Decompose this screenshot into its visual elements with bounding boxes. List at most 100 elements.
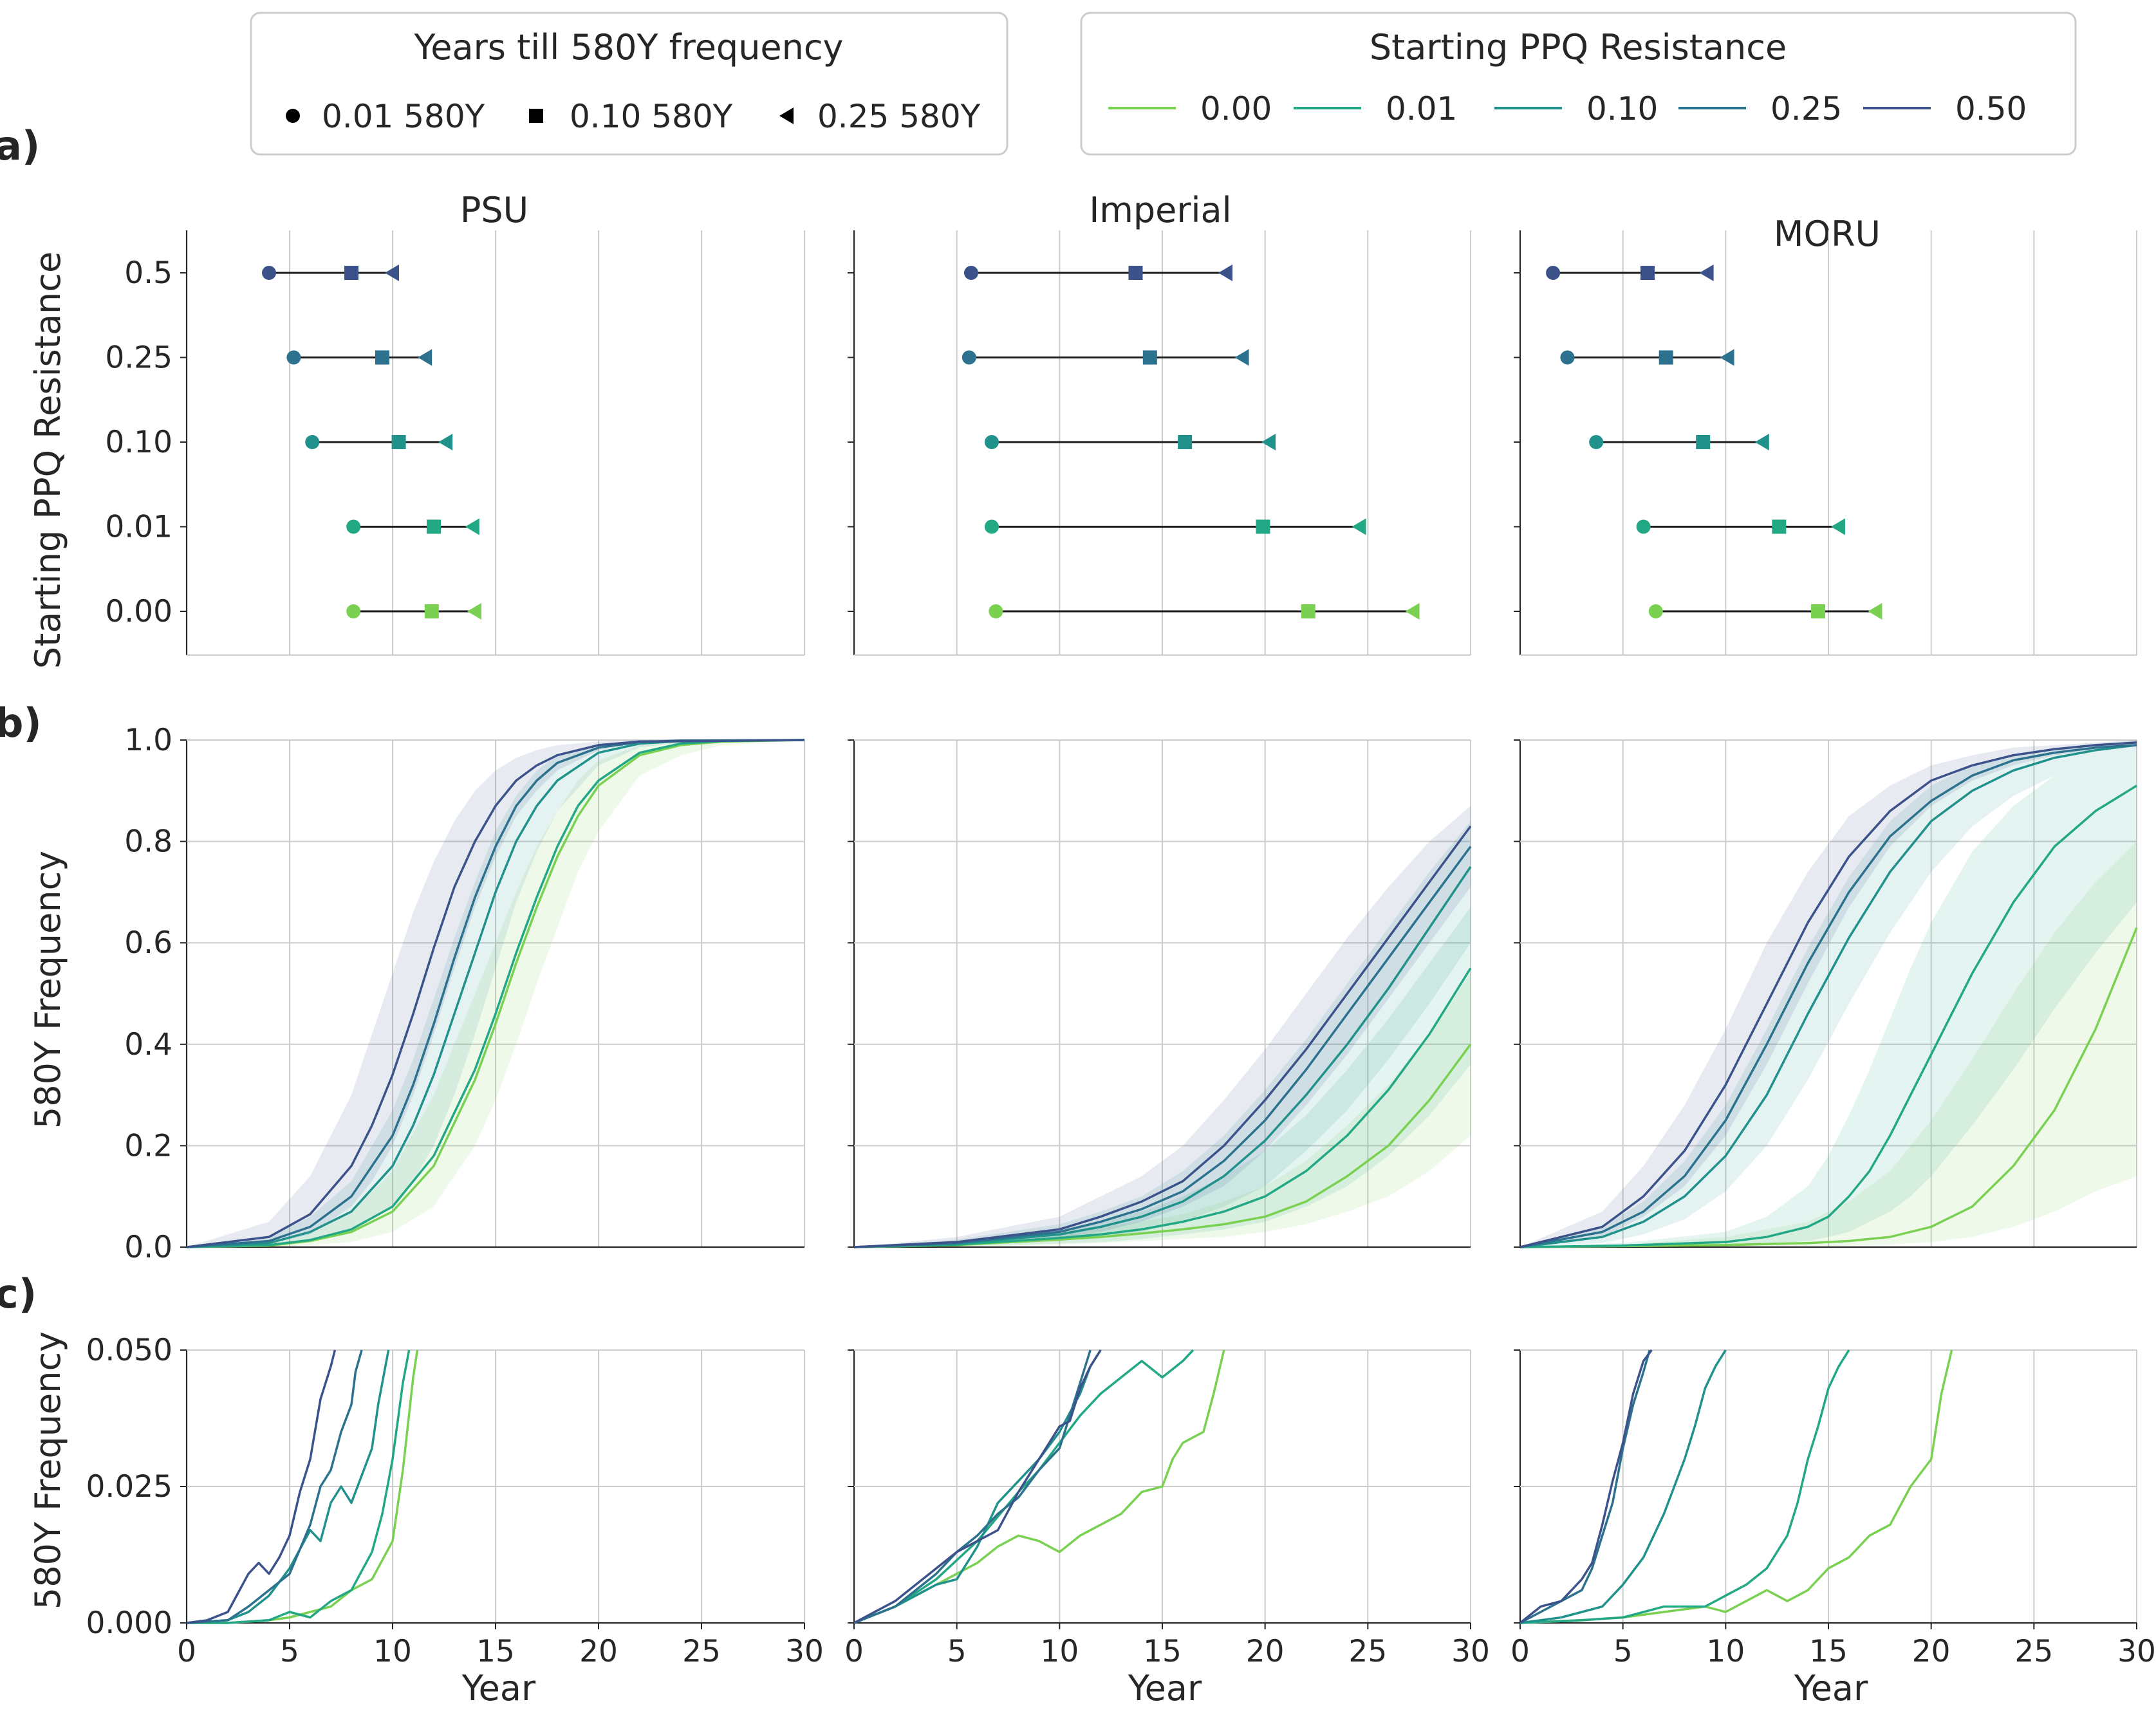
marker-001-0.50 [1546,266,1561,280]
panel-c-psu: 0.000 0.025 0.050 0 5 10 15 20 25 30 [86,1333,823,1669]
panel-b-imperial [848,739,1472,1248]
legend-markers: Years till 580Y frequency 0.01 580Y 0.10… [250,12,1008,156]
series-line-0.01 [853,1349,1194,1624]
series-line-0.25 [1519,744,2137,1248]
series-line-0.01 [1519,784,2137,1248]
series-line-0.00 [1519,927,2138,1248]
y-tick-label: 0.8 [124,824,172,860]
series-line-0.25 [186,739,805,1248]
x-tick-label: 5 [947,1634,967,1669]
y-tick-label: 0.0 [124,1230,172,1265]
series-line-0.10 [853,866,1472,1248]
x-tick-label: 0 [177,1634,196,1669]
marker-010-0.00 [424,604,439,618]
series-line-0.25 [853,846,1472,1248]
marker-001-0.01 [1636,519,1651,534]
legend-item-0: 0.01 580Y [322,98,485,135]
marker-010-0.10 [1178,435,1193,449]
series-line-0.50 [853,1349,1102,1624]
series-line-0.25 [1519,1349,1651,1624]
legend-line-label-0.50: 0.50 [1955,90,2027,127]
y-tick-label: 0.5 [124,255,172,291]
marker-025-0.10 [1261,434,1276,450]
panel-label-b: b) [0,699,42,746]
band-0.00 [187,740,804,1247]
x-tick-label: 10 [373,1634,412,1669]
series-line-0.50 [853,825,1472,1248]
x-tick-label: 5 [280,1634,299,1669]
x-tick-label: 20 [1246,1634,1285,1669]
marker-025-0.10 [438,434,453,450]
marker-001-0.25 [1560,350,1575,365]
marker-025-0.50 [385,264,399,281]
marker-010-0.10 [391,435,406,449]
x-tick-label: 20 [579,1634,618,1669]
legend-item-1: 0.10 580Y [570,98,733,135]
panel-c-imperial: 0 5 10 15 20 25 30 [844,1349,1490,1669]
band-0.01 [1520,750,2137,1247]
x-tick-label: 10 [1706,1634,1745,1669]
marker-010-0.50 [344,266,358,280]
y-tick-label: 0.6 [124,925,172,961]
legend-line-label-0.25: 0.25 [1770,90,1842,127]
series-line-0.01 [853,967,1472,1248]
legend-triangle-marker [779,107,794,124]
marker-025-0.25 [1720,349,1734,366]
xlabel-psu: Year [461,1668,536,1708]
ylabel-row-a: Starting PPQ Resistance [28,252,68,669]
panel-b-psu: 0.0 0.2 0.4 0.6 0.8 1.0 [124,723,805,1265]
title-imperial: Imperial [1089,190,1231,230]
band-0.50 [854,806,1471,1247]
x-tick-label: 20 [1912,1634,1951,1669]
series-line-0.50 [186,1349,337,1624]
x-tick-label: 25 [1348,1634,1387,1669]
marker-010-0.25 [1142,350,1157,365]
ylabel-row-c: 580Y Frequency [28,1331,68,1609]
y-tick-label: 0.025 [86,1469,172,1505]
y-tick-label: 0.10 [105,425,172,460]
x-tick-label: 10 [1040,1634,1079,1669]
panel-a-psu: 0.5 0.25 0.10 0.01 0.00 [105,230,805,656]
marker-010-0.01 [1772,519,1787,534]
x-tick-label: 15 [1809,1634,1848,1669]
y-tick-label: 0.050 [86,1333,172,1368]
panel-label-a: a) [0,122,40,169]
x-tick-label: 15 [1143,1634,1182,1669]
series-line-0.25 [186,1349,363,1624]
y-tick-label: 0.000 [86,1606,172,1641]
marker-025-0.01 [1830,518,1845,535]
marker-001-0.10 [984,435,999,449]
legend-line-label-0.10: 0.10 [1586,90,1658,127]
marker-025-0.00 [1405,603,1420,620]
ylabel-row-b: 580Y Frequency [28,851,68,1129]
marker-001-0.25 [962,350,976,365]
legend-circle-marker [286,109,300,123]
marker-001-0.00 [346,604,361,618]
series-line-0.00 [1519,1349,1953,1624]
band-0.10 [854,821,1471,1247]
x-tick-label: 15 [476,1634,515,1669]
marker-025-0.10 [1754,434,1769,450]
marker-001-0.00 [1648,604,1663,618]
y-tick-label: 0.25 [105,340,172,376]
y-tick-label: 0.01 [105,510,172,545]
marker-010-0.00 [1301,604,1315,618]
legend-lines-title: Starting PPQ Resistance [1370,27,1787,68]
marker-025-0.00 [1868,603,1882,620]
x-tick-label: 5 [1613,1634,1633,1669]
panels: 0.50.250.100.010.000.00.20.40.60.81.00.0… [86,230,2156,1669]
series-line-0.10 [186,739,805,1248]
band-0.50 [187,740,804,1247]
legend-item-2: 0.25 580Y [817,98,981,135]
series-line-0.01 [1519,1349,1850,1624]
marker-025-0.50 [1218,264,1232,281]
panel-b-moru [1514,739,2138,1248]
xlabel-imperial: Year [1128,1668,1202,1708]
y-tick-label: 0.2 [124,1128,172,1163]
y-tick-label: 0.00 [105,594,172,629]
x-tick-label: 30 [1451,1634,1490,1669]
title-moru: MORU [1774,214,1881,254]
series-line-0.00 [853,1349,1225,1624]
marker-001-0.10 [305,435,320,449]
